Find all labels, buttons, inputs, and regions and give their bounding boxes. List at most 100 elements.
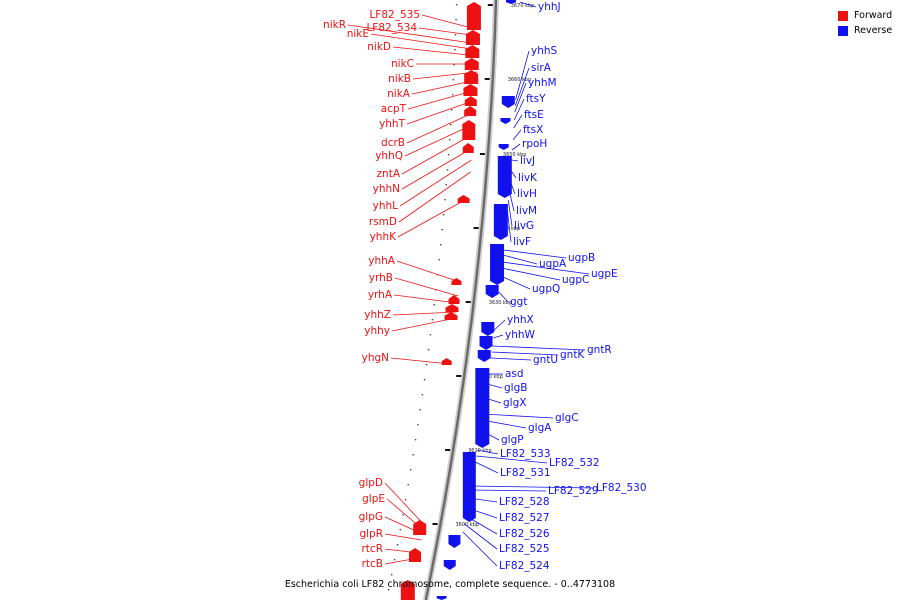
- reverse-gene-label[interactable]: LF82_530: [596, 482, 647, 494]
- forward-gene-block: [457, 195, 470, 203]
- forward-gene-label[interactable]: nikE: [347, 28, 369, 40]
- reverse-gene-label[interactable]: livK: [518, 172, 538, 184]
- forward-gene-label[interactable]: glpR: [359, 528, 383, 540]
- forward-gene-label[interactable]: zntA: [377, 168, 401, 180]
- reverse-gene-leader: [475, 461, 499, 474]
- forward-gene-label[interactable]: LF82_535: [369, 9, 420, 21]
- forward-gene-leader: [370, 33, 479, 51]
- reverse-gene-label[interactable]: LF82_525: [499, 543, 550, 555]
- forward-gene-label[interactable]: glpE: [362, 493, 385, 505]
- reverse-gene-label[interactable]: ftsX: [523, 124, 543, 136]
- reverse-gene-label[interactable]: glgC: [555, 412, 579, 424]
- forward-gene-label[interactable]: glpG: [359, 511, 383, 523]
- forward-gene-leader: [401, 147, 473, 190]
- reverse-gene-label[interactable]: yhhS: [531, 45, 558, 57]
- minor-tick: [419, 409, 421, 411]
- reverse-gene-block: [481, 322, 495, 336]
- reverse-gene-leader: [480, 429, 500, 441]
- reverse-gene-label[interactable]: livJ: [520, 155, 535, 167]
- forward-gene-block: [466, 2, 481, 30]
- reverse-gene-label[interactable]: livH: [517, 188, 537, 200]
- forward-gene-leader: [401, 133, 474, 175]
- reverse-gene-label[interactable]: glgX: [503, 397, 526, 409]
- forward-gene-label[interactable]: yhhN: [373, 183, 400, 195]
- forward-gene-label[interactable]: nikD: [367, 41, 391, 53]
- reverse-gene-block: [506, 0, 516, 4]
- reverse-gene-label[interactable]: yhhW: [505, 329, 536, 341]
- forward-gene-leader: [418, 27, 479, 37]
- forward-gene-label[interactable]: rtcB: [362, 558, 383, 570]
- reverse-gene-label[interactable]: LF82_524: [499, 560, 550, 572]
- forward-gene-label[interactable]: yhhZ: [364, 309, 391, 321]
- reverse-gene-label[interactable]: ftsY: [526, 93, 546, 105]
- forward-gene-label[interactable]: yhhK: [370, 231, 398, 243]
- reverse-gene-label[interactable]: ugpQ: [532, 283, 560, 295]
- forward-gene-label[interactable]: nikR: [323, 19, 346, 31]
- forward-gene-label[interactable]: yrhB: [369, 272, 393, 284]
- reverse-gene-leader: [511, 159, 519, 162]
- forward-gene-label[interactable]: yhgN: [362, 352, 389, 364]
- forward-gene-label[interactable]: glpD: [359, 477, 383, 489]
- forward-gene-label[interactable]: yhhA: [368, 255, 396, 267]
- reverse-gene-label[interactable]: glgB: [504, 382, 527, 394]
- forward-gene-label[interactable]: yrhA: [368, 289, 393, 301]
- reverse-gene-label[interactable]: livM: [516, 205, 537, 217]
- reverse-gene-label[interactable]: livG: [514, 220, 534, 232]
- forward-gene-block: [400, 580, 415, 600]
- reverse-gene-leader: [514, 67, 530, 107]
- reverse-gene-label[interactable]: rpoH: [522, 138, 547, 150]
- forward-gene-label[interactable]: LF82_534: [366, 22, 417, 34]
- reverse-gene-label[interactable]: ugpE: [591, 268, 618, 280]
- reverse-gene-label[interactable]: glgA: [528, 422, 552, 434]
- minor-tick: [455, 19, 457, 21]
- minor-tick: [449, 139, 451, 141]
- forward-gene-block: [451, 278, 462, 285]
- reverse-gene-leader: [498, 291, 509, 303]
- reverse-gene-label[interactable]: LF82_531: [500, 467, 551, 479]
- reverse-gene-label[interactable]: glgP: [501, 434, 524, 446]
- reverse-gene-label[interactable]: gntU: [533, 354, 558, 366]
- forward-gene-label[interactable]: acpT: [381, 103, 407, 115]
- reverse-gene-label[interactable]: LF82_532: [549, 457, 600, 469]
- reverse-gene-label[interactable]: ugpA: [539, 258, 567, 270]
- reverse-gene-leader: [493, 334, 504, 339]
- forward-gene-label[interactable]: yhhQ: [375, 150, 403, 162]
- reverse-gene-leader: [492, 345, 586, 351]
- reverse-gene-label[interactable]: LF82_529: [548, 485, 599, 497]
- forward-gene-label[interactable]: dcrB: [381, 137, 405, 149]
- forward-gene-label[interactable]: yhhy: [364, 325, 390, 337]
- reverse-gene-label[interactable]: ggt: [510, 296, 527, 308]
- minor-tick: [404, 499, 407, 501]
- reverse-gene-label[interactable]: ugpB: [568, 252, 595, 264]
- forward-gene-leader: [397, 197, 469, 238]
- reverse-gene-label[interactable]: LF82_526: [499, 528, 550, 540]
- reverse-gene-label[interactable]: yhhJ: [538, 1, 561, 13]
- forward-gene-label[interactable]: nikB: [388, 73, 411, 85]
- reverse-gene-label[interactable]: LF82_533: [500, 448, 551, 460]
- legend: Forward Reverse: [838, 8, 892, 38]
- reverse-gene-label[interactable]: LF82_527: [499, 512, 550, 524]
- major-tick: [456, 375, 462, 377]
- forward-gene-leader: [392, 46, 478, 57]
- minor-tick: [451, 109, 453, 111]
- forward-gene-label[interactable]: yhhL: [373, 200, 399, 212]
- reverse-gene-label[interactable]: livF: [513, 236, 531, 248]
- reverse-gene-label[interactable]: yhhX: [507, 314, 534, 326]
- reverse-gene-label[interactable]: gntK: [560, 349, 585, 361]
- reverse-gene-label[interactable]: sirA: [531, 62, 552, 74]
- minor-tick: [414, 439, 417, 441]
- reverse-gene-leader: [464, 523, 498, 550]
- reverse-gene-label[interactable]: asd: [505, 368, 524, 380]
- minor-tick: [441, 229, 443, 231]
- reverse-gene-label[interactable]: ftsE: [524, 109, 544, 121]
- reverse-gene-block: [475, 368, 490, 448]
- reverse-gene-label[interactable]: gntR: [587, 344, 612, 356]
- forward-gene-label[interactable]: yhhT: [379, 118, 406, 130]
- forward-gene-label[interactable]: rtcR: [361, 543, 383, 555]
- reverse-gene-label[interactable]: yhhM: [528, 77, 557, 89]
- forward-gene-label[interactable]: nikC: [391, 58, 414, 70]
- reverse-gene-label[interactable]: LF82_528: [499, 496, 550, 508]
- forward-gene-label[interactable]: rsmD: [369, 216, 397, 228]
- reverse-gene-label[interactable]: ugpC: [562, 274, 589, 286]
- forward-gene-label[interactable]: nikA: [387, 88, 411, 100]
